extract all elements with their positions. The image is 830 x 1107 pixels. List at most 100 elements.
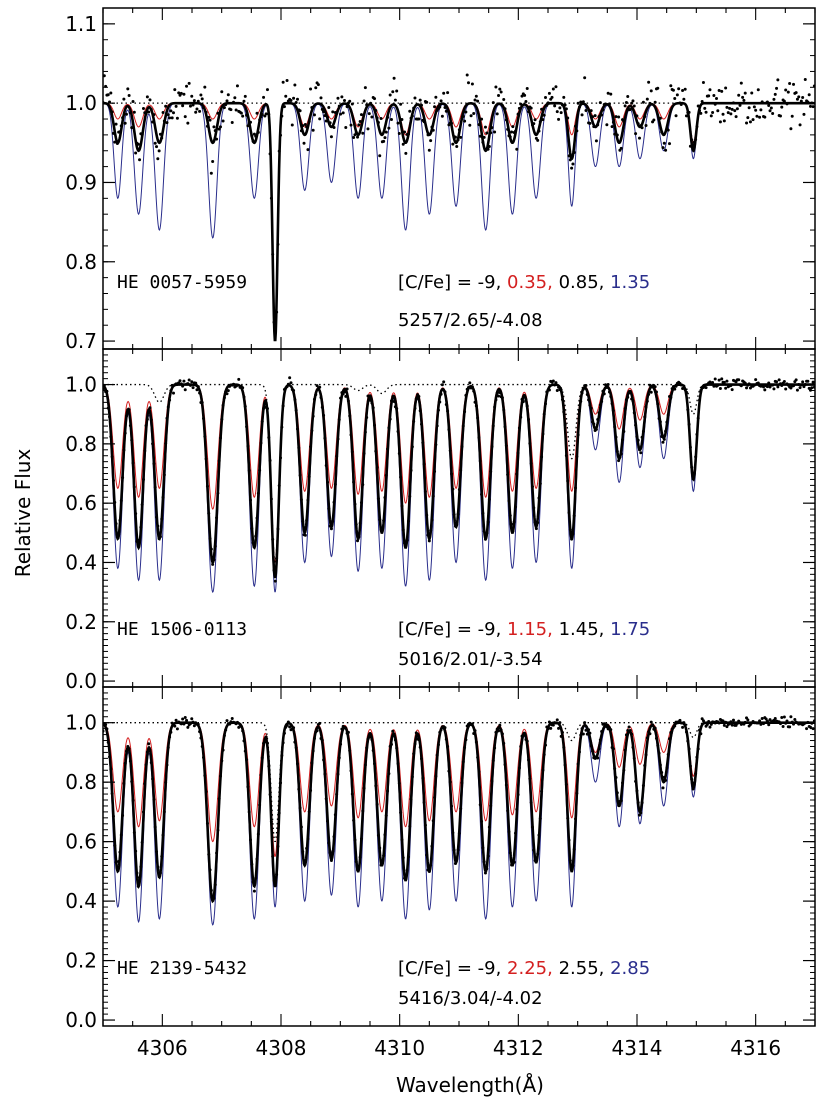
observed-point (433, 105, 437, 109)
observed-point (369, 101, 373, 105)
observed-point (477, 435, 481, 439)
observed-point (251, 139, 255, 143)
observed-point (560, 731, 564, 735)
observed-point (466, 81, 470, 85)
observed-point (346, 399, 350, 403)
observed-point (703, 106, 707, 110)
observed-point (562, 745, 566, 749)
observed-point (630, 101, 634, 105)
observed-point (681, 89, 685, 93)
observed-point (376, 120, 380, 124)
observed-point (258, 468, 262, 472)
observed-point (591, 749, 594, 753)
observed-point (657, 416, 661, 420)
observed-point (136, 884, 140, 888)
observed-point (250, 134, 254, 138)
observed-point (513, 129, 517, 133)
y-tick-label: 0.7 (65, 329, 97, 353)
observed-point (580, 391, 584, 395)
observed-point (115, 142, 119, 146)
observed-point (117, 532, 121, 536)
observed-point (216, 491, 220, 495)
observed-point (289, 381, 293, 385)
observed-point (478, 459, 482, 463)
observed-point (335, 111, 339, 115)
observed-point (785, 102, 789, 106)
observed-point (708, 88, 712, 92)
observed-point (786, 90, 790, 94)
observed-point (140, 503, 144, 507)
observed-point (636, 122, 640, 126)
observed-point (374, 449, 378, 453)
observed-point (143, 782, 147, 786)
observed-point (782, 715, 786, 719)
observed-point (196, 99, 200, 103)
observed-point (592, 422, 596, 426)
observed-point (276, 527, 280, 531)
observed-point (259, 441, 263, 445)
observed-point (185, 84, 189, 88)
observed-point (614, 776, 618, 780)
observed-point (264, 112, 268, 116)
observed-point (220, 417, 224, 421)
observed-point (269, 497, 273, 501)
observed-point (751, 118, 755, 122)
observed-point (108, 415, 112, 419)
observed-point (536, 521, 540, 525)
observed-point (568, 859, 572, 863)
observed-point (516, 793, 520, 797)
observed-point (623, 104, 627, 108)
observed-point (200, 401, 204, 405)
observed-point (265, 88, 269, 92)
observed-point (684, 730, 688, 734)
observed-point (798, 123, 802, 127)
observed-point (692, 472, 696, 476)
observed-point (470, 722, 474, 726)
observed-point (772, 387, 776, 391)
observed-point (730, 388, 734, 392)
observed-point (391, 729, 395, 733)
x-tick-label: 4308 (256, 1036, 307, 1060)
observed-point (256, 130, 260, 134)
observed-point (401, 856, 405, 860)
observed-point (767, 381, 771, 385)
observed-point (557, 385, 561, 389)
observed-point (506, 473, 510, 477)
observed-point (145, 95, 149, 99)
observed-point (722, 119, 726, 123)
observed-point (523, 731, 527, 735)
observed-point (788, 725, 792, 729)
cfe-low-value: 0.35, (507, 272, 553, 293)
observed-point (136, 542, 140, 546)
observed-point (636, 438, 640, 442)
observed-point (510, 863, 514, 867)
observed-point (694, 772, 698, 776)
observed-point (666, 413, 670, 417)
observed-point (452, 513, 456, 517)
observed-point (286, 382, 290, 386)
observed-point (131, 799, 135, 803)
observed-point (320, 738, 324, 742)
observed-point (242, 395, 246, 399)
cfe-high-value: 2.85 (610, 958, 650, 979)
x-axis-label: Wavelength(Å) (396, 1073, 544, 1097)
observed-point (215, 137, 219, 141)
observed-point (147, 110, 151, 114)
observed-point (713, 102, 717, 106)
observed-point (519, 102, 523, 106)
observed-point (443, 106, 447, 110)
observed-point (111, 814, 115, 818)
observed-point (168, 735, 172, 739)
observed-point (665, 766, 669, 770)
observed-point (459, 468, 463, 472)
observed-point (119, 124, 123, 128)
observed-point (382, 854, 386, 858)
observed-point (557, 117, 561, 121)
observed-point (671, 88, 675, 92)
y-tick-label: 0.8 (65, 250, 97, 274)
observed-point (144, 763, 148, 767)
observed-point (690, 138, 694, 142)
observed-point (171, 391, 175, 395)
observed-point (376, 497, 380, 501)
observed-point (489, 469, 493, 473)
